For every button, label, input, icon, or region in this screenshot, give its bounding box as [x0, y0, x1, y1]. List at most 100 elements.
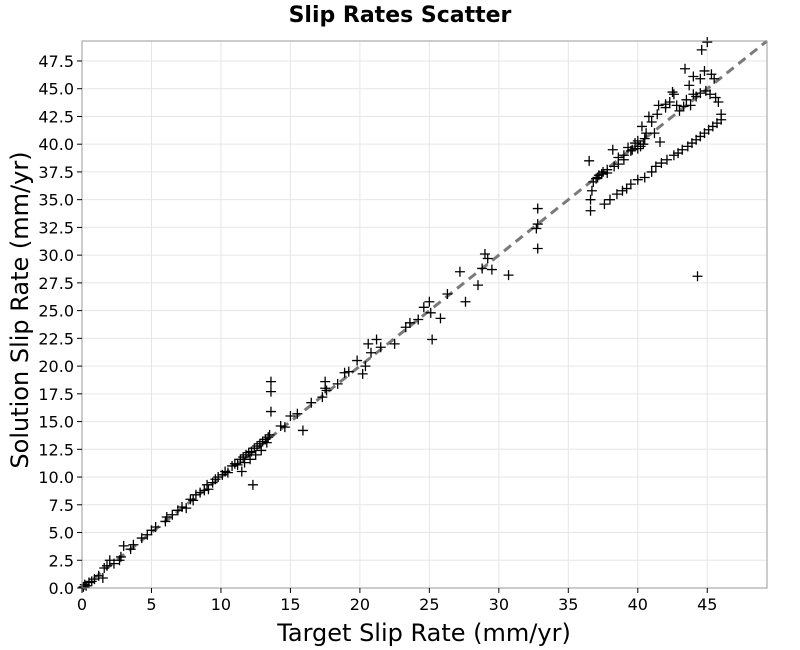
data-point [254, 438, 265, 449]
data-point [702, 37, 713, 48]
data-point [696, 44, 707, 55]
data-point [646, 116, 657, 127]
data-point [598, 166, 609, 177]
data-point [352, 355, 363, 366]
data-point [203, 484, 214, 495]
scatter-points [78, 37, 727, 592]
data-point [188, 495, 199, 506]
x-tick-label: 45 [697, 595, 717, 614]
data-point [706, 69, 717, 80]
data-point [195, 487, 206, 498]
data-point [360, 361, 371, 372]
y-tick-label: 42.5 [38, 107, 74, 126]
data-point [99, 563, 110, 574]
data-point [681, 94, 692, 105]
data-point [306, 397, 317, 408]
data-point [585, 194, 596, 205]
x-tick-label: 15 [280, 595, 300, 614]
data-point [482, 253, 493, 264]
data-point [118, 540, 129, 551]
data-point [250, 449, 261, 460]
data-point [638, 139, 649, 150]
data-point [128, 539, 139, 550]
data-point [454, 266, 465, 277]
data-point [661, 154, 672, 165]
data-point [357, 368, 368, 379]
data-point [586, 185, 597, 196]
data-point [479, 249, 490, 260]
data-point [503, 270, 514, 281]
data-point [602, 168, 613, 179]
data-point [332, 378, 343, 389]
y-tick-label: 25.0 [38, 302, 74, 321]
y-tick-label: 37.5 [38, 163, 74, 182]
data-point [285, 411, 296, 422]
data-point [532, 203, 543, 214]
data-point [680, 63, 691, 74]
data-point [418, 302, 429, 313]
y-axis-ticks: 0.0 2.5 5.0 7.5 10.0 12.5 15.0 17.5 20.0 22.5 25.0… [38, 52, 82, 598]
data-point [649, 128, 660, 139]
y-axis-label: Solution Slip Rate (mm/yr) [6, 151, 34, 468]
x-tick-label: 20 [350, 595, 370, 614]
data-point [265, 376, 276, 387]
data-point [609, 161, 620, 172]
data-point [671, 100, 682, 111]
x-axis-ticks: 0 5 10 15 20 25 30 35 40 45 [77, 588, 717, 614]
reference-line [81, 39, 768, 590]
data-point [664, 97, 675, 108]
data-point [202, 479, 213, 490]
y-tick-label: 0.0 [49, 579, 74, 598]
data-point [190, 489, 201, 500]
y-tick-label: 2.5 [49, 551, 74, 570]
data-point [93, 570, 104, 581]
x-tick-label: 5 [146, 595, 156, 614]
reference-line-layer [81, 39, 768, 590]
y-tick-label: 12.5 [38, 440, 74, 459]
data-point [695, 88, 706, 99]
data-point [636, 121, 647, 132]
data-point [477, 263, 488, 274]
data-point [256, 445, 267, 456]
data-point [264, 429, 275, 440]
y-tick-label: 30.0 [38, 246, 74, 265]
data-point [699, 65, 710, 76]
data-point [375, 342, 386, 353]
data-point [688, 71, 699, 82]
data-point [667, 87, 678, 98]
data-point [618, 150, 629, 161]
data-point [716, 109, 727, 120]
data-point [97, 573, 108, 584]
data-point [692, 271, 703, 282]
data-point [599, 199, 610, 210]
data-point [627, 144, 638, 155]
data-point [684, 80, 695, 91]
data-point [652, 109, 663, 120]
y-tick-label: 10.0 [38, 468, 74, 487]
data-point [279, 422, 290, 433]
data-point [643, 111, 654, 122]
data-point [655, 136, 666, 147]
data-point [265, 406, 276, 417]
data-point [115, 551, 126, 562]
data-point [705, 89, 716, 100]
data-point [427, 334, 438, 345]
data-point [531, 223, 542, 234]
y-tick-label: 17.5 [38, 385, 74, 404]
data-point [363, 338, 374, 349]
data-point [320, 376, 331, 387]
data-point [142, 529, 153, 540]
data-point [695, 73, 706, 84]
data-point [236, 466, 247, 477]
data-point [604, 194, 615, 205]
data-point [265, 386, 276, 397]
data-point [641, 128, 652, 139]
data-point [245, 454, 256, 465]
data-point [677, 144, 688, 155]
data-point [442, 288, 453, 299]
data-point [585, 205, 596, 216]
data-point [653, 100, 664, 111]
data-point [613, 152, 624, 163]
data-point [275, 421, 286, 432]
